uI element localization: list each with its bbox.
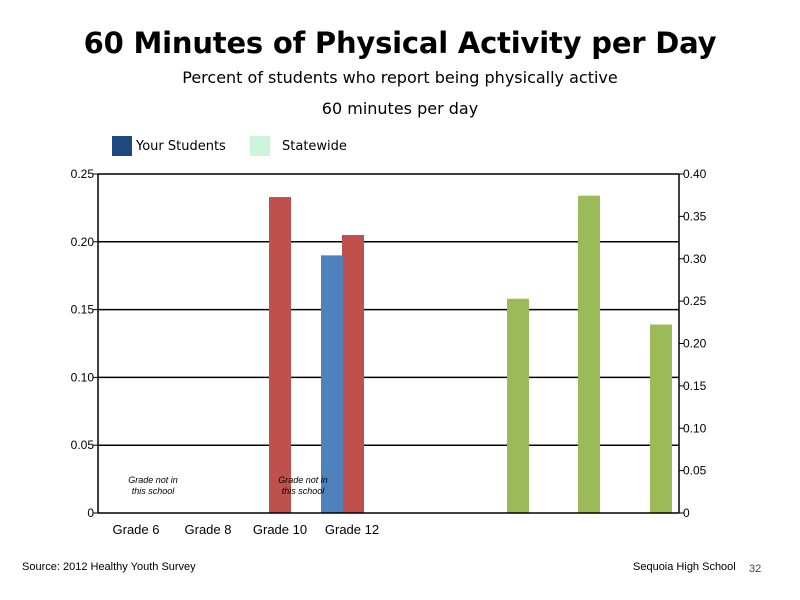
x-axis-tick-label: Grade 6	[113, 522, 160, 537]
legend-item-your-students: Your Students	[112, 135, 226, 157]
left-axis-tick-label: 0.15	[71, 303, 95, 317]
legend-swatch-your-students	[112, 136, 132, 156]
legend-label-statewide: Statewide	[282, 138, 347, 154]
annotation-grade-not-in-school: Grade not in	[278, 475, 328, 485]
right-axis-tick-label: 0	[683, 506, 690, 520]
left-axis-tick-label: 0	[87, 506, 94, 520]
right-axis-tick-label: 0.25	[683, 294, 707, 308]
left-axis-tick-label: 0.05	[71, 438, 95, 452]
left-axis-tick-label: 0.25	[71, 167, 95, 181]
source-note: Source: 2012 Healthy Youth Survey	[22, 561, 196, 573]
bar-blue	[321, 255, 343, 514]
legend-item-statewide: Statewide	[250, 135, 347, 157]
annotation-grade-not-in-school: this school	[132, 486, 176, 496]
page-number: 32	[749, 563, 762, 575]
right-axis-tick-label: 0.30	[683, 252, 707, 266]
bar-red	[269, 197, 291, 513]
right-axis-tick-label: 0.15	[683, 379, 707, 393]
school-name: Sequoia High School	[633, 561, 736, 573]
left-axis-tick-label: 0.20	[71, 235, 95, 249]
x-axis-tick-label: Grade 10	[253, 522, 307, 537]
right-axis-tick-label: 0.20	[683, 337, 707, 351]
legend-label-your-students: Your Students	[136, 138, 226, 154]
right-axis-tick-label: 0.40	[683, 167, 707, 181]
right-axis-tick-label: 0.05	[683, 464, 707, 478]
bar-green	[507, 298, 529, 513]
bar-green	[650, 324, 672, 513]
legend-swatch-statewide	[250, 136, 270, 156]
x-axis-tick-label: Grade 12	[325, 522, 379, 537]
chart-subtitle: Percent of students who report being phy…	[182, 68, 618, 87]
annotation-grade-not-in-school: Grade not in	[128, 475, 178, 485]
annotation-grade-not-in-school: this school	[282, 486, 326, 496]
chart-subtitle-line-2: 60 minutes per day	[321, 99, 479, 118]
left-axis-tick-label: 0.10	[71, 370, 95, 384]
chart-title: 60 Minutes of Physical Activity per Day	[83, 26, 717, 60]
bar-green	[578, 195, 600, 514]
right-axis-tick-label: 0.35	[683, 209, 707, 223]
x-axis-tick-label: Grade 8	[185, 522, 232, 537]
right-axis-tick-label: 0.10	[683, 421, 707, 435]
bar-red	[342, 235, 364, 513]
